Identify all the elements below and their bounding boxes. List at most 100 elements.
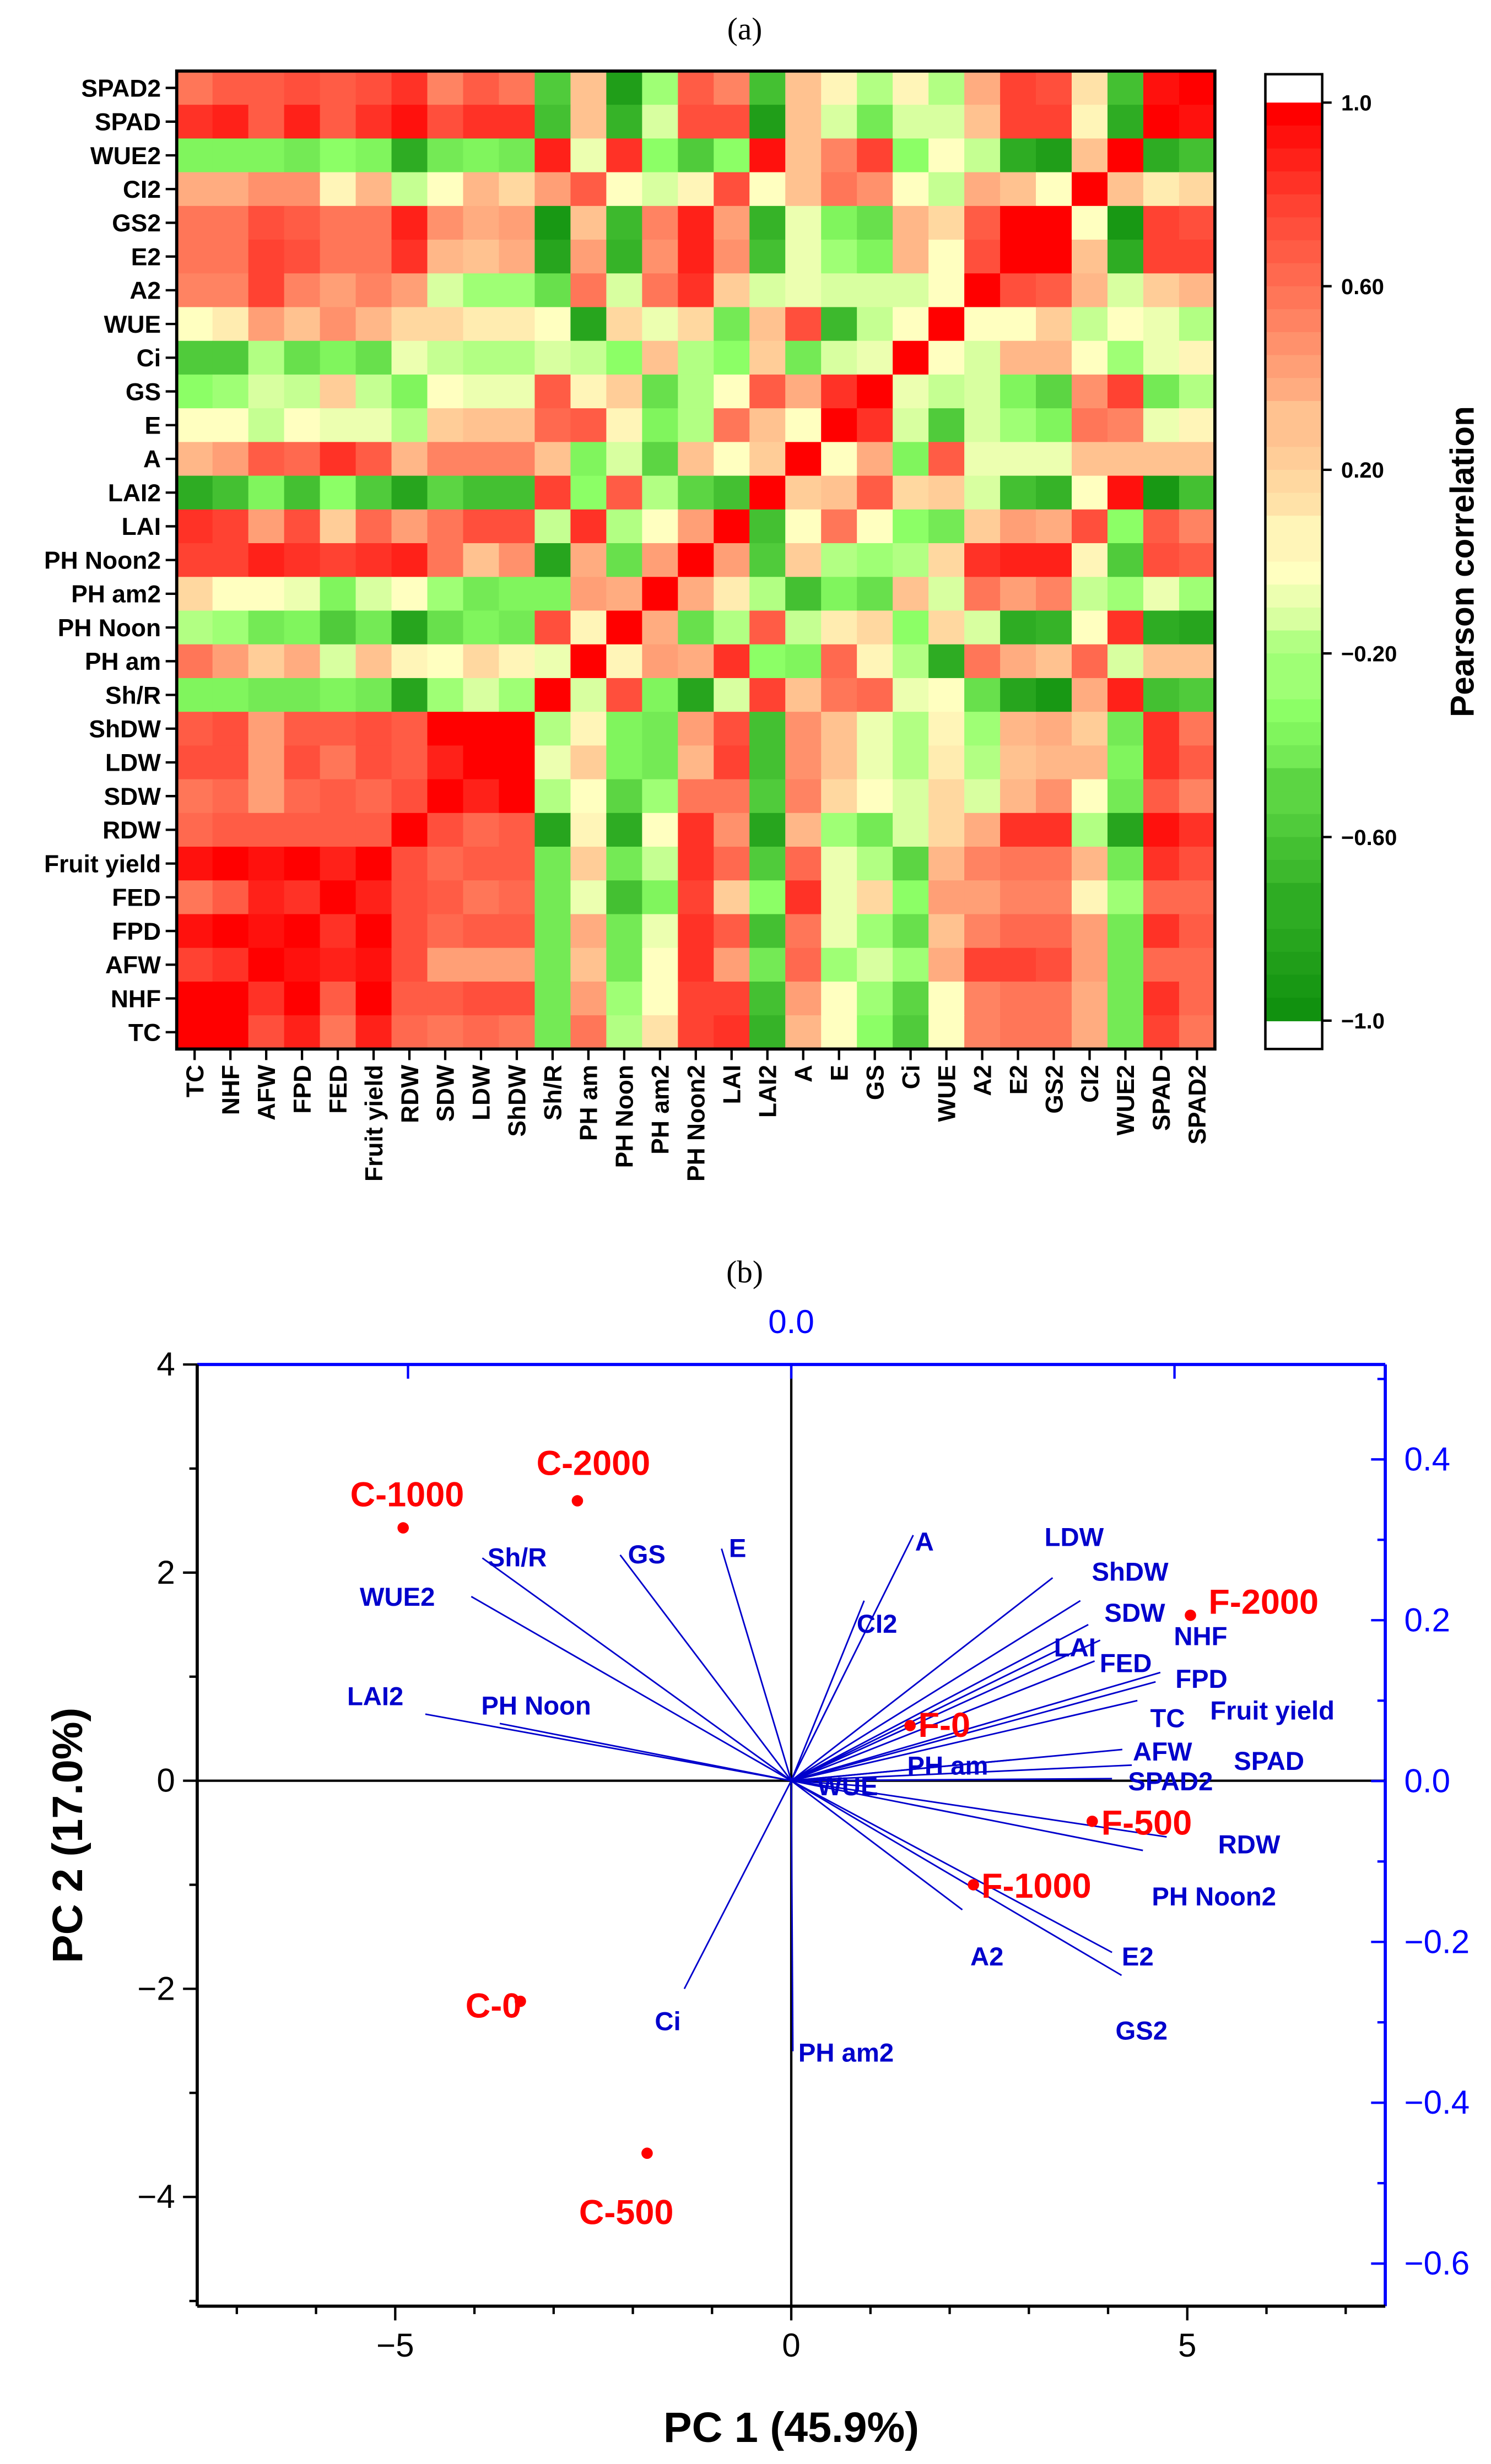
heatmap-cell — [212, 678, 249, 713]
heatmap-cell — [785, 475, 822, 510]
heatmap-cell — [928, 813, 965, 848]
colorbar-step — [1265, 768, 1322, 792]
heatmap-cell — [749, 847, 786, 881]
heatmap-cell — [749, 712, 786, 746]
heatmap-cell — [857, 509, 894, 544]
heatmap-cell — [212, 442, 249, 476]
heatmap-cell — [176, 678, 213, 713]
heatmap-cell — [534, 172, 571, 207]
colorbar-step — [1265, 148, 1322, 172]
score-label: C-1000 — [350, 1476, 464, 1514]
colorbar-step — [1265, 355, 1322, 379]
row-label: PH Noon — [58, 615, 161, 642]
heatmap-cell — [606, 914, 643, 949]
heatmap-cell — [1107, 273, 1144, 308]
heatmap-cell — [1107, 408, 1144, 443]
heatmap-cell — [1072, 408, 1109, 443]
heatmap-cell — [355, 745, 392, 780]
loading-label: ShDW — [1092, 1557, 1169, 1586]
heatmap-cell — [355, 610, 392, 645]
heatmap-cell — [212, 1015, 249, 1050]
heatmap-cell — [1107, 442, 1144, 476]
heatmap-cell — [499, 813, 536, 848]
heatmap-cell — [1179, 1015, 1216, 1050]
colorbar-tick-label: −1.0 — [1341, 1009, 1385, 1033]
heatmap-cell — [320, 712, 356, 746]
loading-vector — [471, 1596, 792, 1781]
heatmap-cell — [964, 577, 1001, 611]
heatmap-cell — [391, 509, 428, 544]
heatmap-cell — [678, 172, 715, 207]
heatmap-cell — [928, 712, 965, 746]
heatmap-cell — [355, 240, 392, 274]
heatmap-cell — [893, 374, 930, 409]
heatmap-cell — [1179, 745, 1216, 780]
heatmap-cell — [1143, 947, 1180, 983]
heatmap-cell — [606, 408, 643, 443]
heatmap-cell — [463, 947, 500, 983]
row-label: GS — [126, 378, 161, 405]
y-tick-label: 2 — [156, 1554, 175, 1591]
heatmap-cell — [1000, 475, 1037, 510]
heatmap-cell — [714, 577, 750, 611]
heatmap-cell — [355, 712, 392, 746]
heatmap-cell — [857, 847, 894, 881]
y2-tick-label: 0.2 — [1404, 1601, 1451, 1638]
loading-vector — [791, 1600, 1081, 1781]
heatmap-cell — [749, 172, 786, 207]
heatmap-cell — [499, 577, 536, 611]
heatmap-cell — [857, 779, 894, 814]
heatmap-cell — [821, 678, 858, 713]
heatmap-cell — [248, 307, 285, 342]
panel-label-b: (b) — [726, 1255, 763, 1290]
heatmap-cell — [678, 543, 715, 578]
heatmap-cell — [499, 240, 536, 274]
heatmap-cell — [964, 712, 1001, 746]
heatmap-cell — [678, 71, 715, 106]
heatmap-cell — [499, 408, 536, 443]
colorbar-step — [1265, 860, 1322, 884]
heatmap-cell — [499, 712, 536, 746]
heatmap-cell — [714, 307, 750, 342]
heatmap-cell — [821, 947, 858, 983]
heatmap-cell — [928, 947, 965, 983]
heatmap-cell — [499, 981, 536, 1016]
heatmap-cell — [570, 442, 607, 476]
heatmap-cell — [427, 273, 464, 308]
heatmap-cell — [534, 509, 571, 544]
heatmap-cell — [1036, 813, 1073, 848]
heatmap-cell — [1072, 105, 1109, 139]
heatmap-cell — [427, 172, 464, 207]
heatmap-cell — [1179, 172, 1216, 207]
heatmap-cell — [320, 273, 356, 308]
heatmap-cell — [1072, 678, 1109, 713]
heatmap-cell — [928, 475, 965, 510]
loading-label: SPAD — [1234, 1747, 1304, 1776]
loading-label: WUE2 — [360, 1583, 435, 1612]
y-tick-label: −2 — [137, 1970, 175, 2007]
heatmap-cell — [427, 543, 464, 578]
heatmap-cell — [1000, 138, 1037, 173]
heatmap-cell — [678, 678, 715, 713]
heatmap-cell — [821, 712, 858, 746]
heatmap-cell — [391, 813, 428, 848]
heatmap-cell — [678, 509, 715, 544]
heatmap-cell — [570, 374, 607, 409]
heatmap-cell — [427, 981, 464, 1016]
heatmap-cell — [1072, 307, 1109, 342]
score-point — [641, 2147, 653, 2159]
heatmap-cell — [212, 712, 249, 746]
loading-vector — [790, 1535, 914, 1781]
colorbar-step — [1265, 125, 1322, 149]
heatmap-cell — [928, 71, 965, 106]
heatmap-cell — [893, 847, 930, 881]
heatmap-cell — [1143, 71, 1180, 106]
heatmap-cell — [928, 105, 965, 139]
heatmap-cell — [1107, 847, 1144, 881]
col-label: A2 — [969, 1065, 996, 1096]
heatmap-cell — [427, 509, 464, 544]
heatmap-cell — [893, 138, 930, 173]
heatmap-cell — [785, 205, 822, 241]
heatmap-cell — [1036, 509, 1073, 544]
